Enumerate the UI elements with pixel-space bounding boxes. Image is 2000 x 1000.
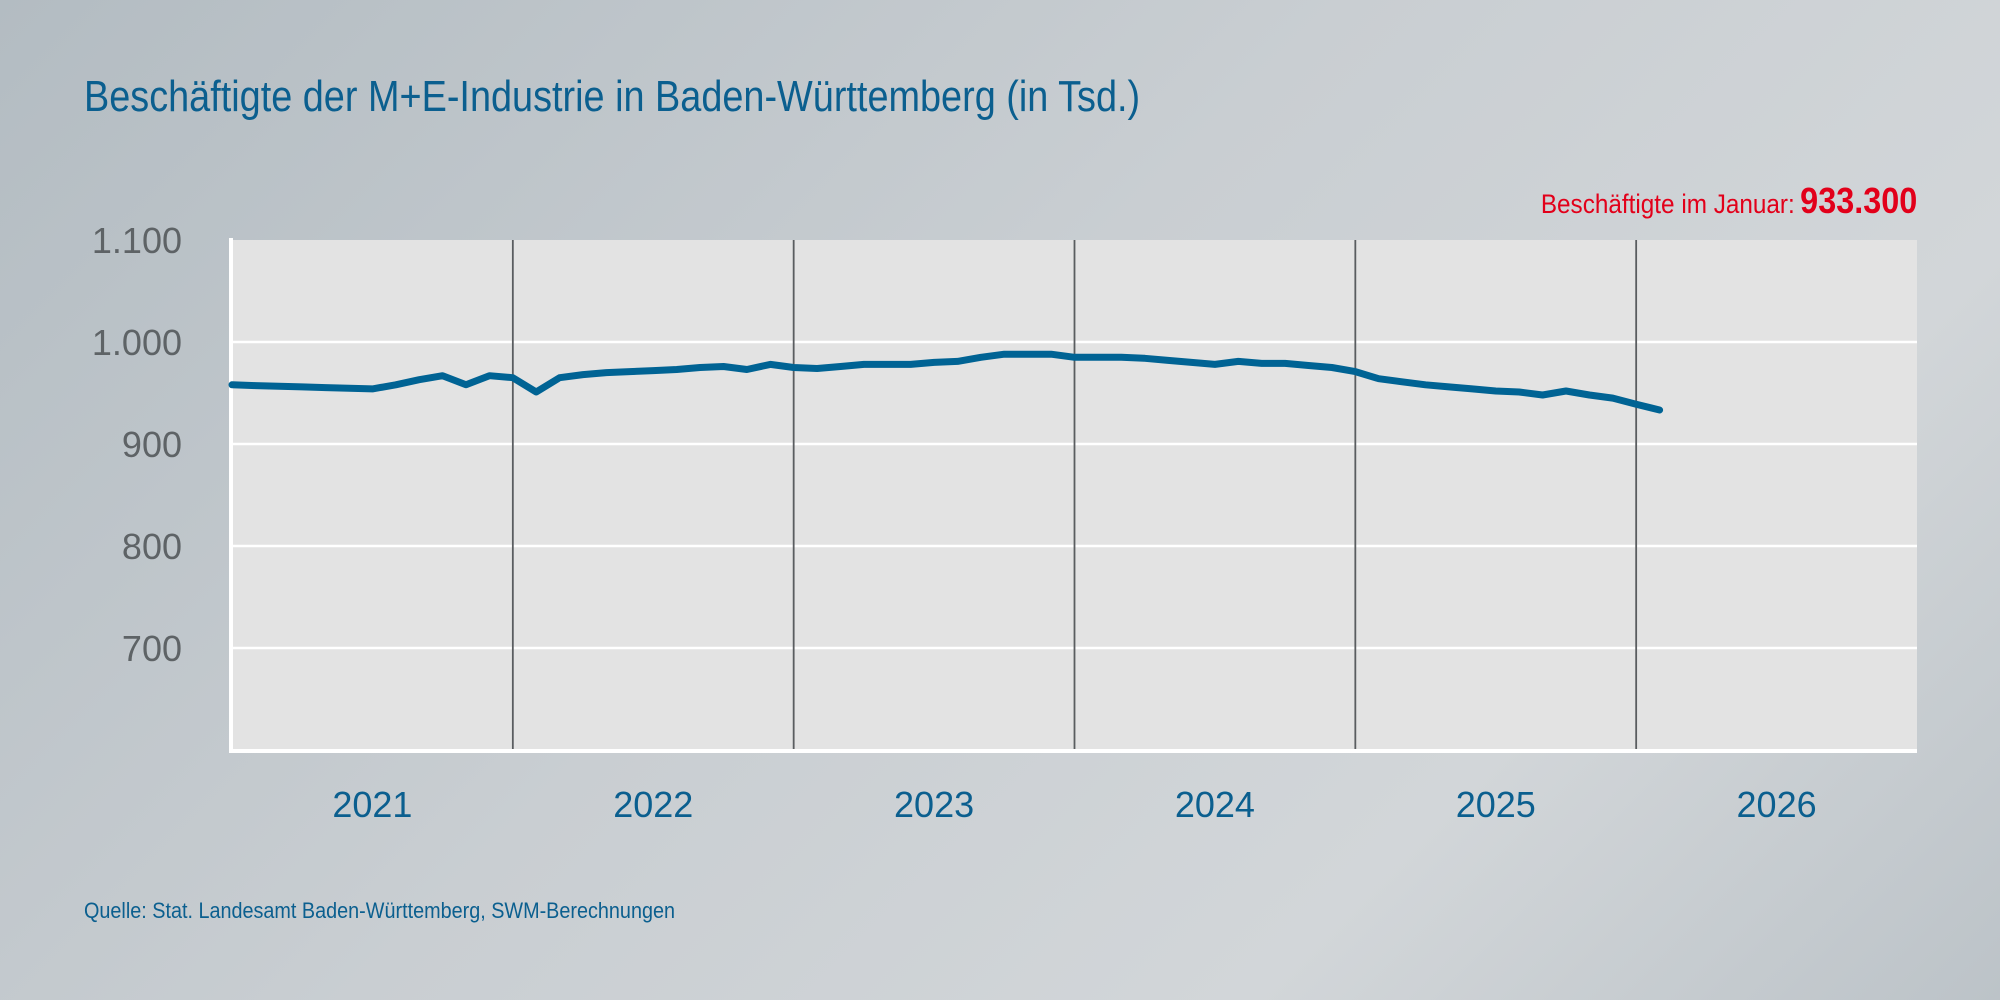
x-tick-label: 2023 [894, 784, 974, 825]
y-tick-label: 700 [122, 628, 182, 669]
x-tick-label: 2026 [1737, 784, 1817, 825]
x-tick-label: 2025 [1456, 784, 1536, 825]
x-tick-label: 2022 [613, 784, 693, 825]
x-tick-label: 2021 [332, 784, 412, 825]
y-tick-label: 800 [122, 526, 182, 567]
y-tick-label: 1.000 [92, 322, 182, 363]
series-line [228, 350, 1664, 414]
y-tick-label: 900 [122, 424, 182, 465]
source-note: Quelle: Stat. Landesamt Baden-Württember… [84, 898, 676, 923]
y-tick-label: 1.100 [92, 220, 182, 261]
annotation-value: 933.300 [1799, 180, 1917, 221]
latest-value-annotation: Beschäftigte im Januar: 933.300 [1541, 180, 1917, 222]
x-tick-label: 2024 [1175, 784, 1255, 825]
annotation-label: Beschäftigte im Januar: [1540, 189, 1795, 219]
chart-title: Beschäftigte der M+E-Industrie in Baden-… [84, 72, 1141, 121]
